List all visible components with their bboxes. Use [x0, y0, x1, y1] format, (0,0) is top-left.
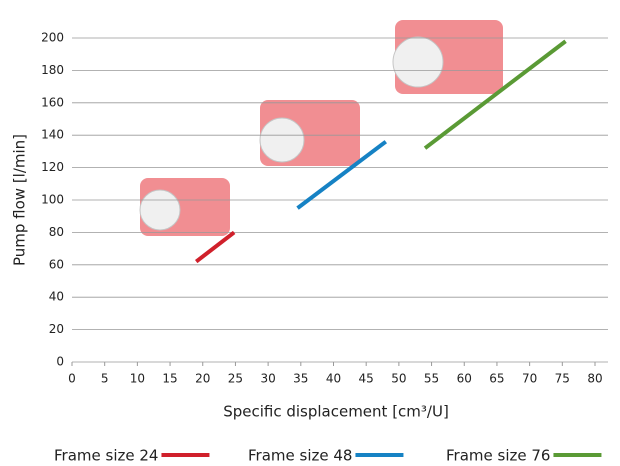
- y-tick-label: 0: [56, 355, 64, 369]
- y-tick-label: 140: [41, 128, 64, 142]
- pump-image: [260, 118, 304, 162]
- x-tick-label: 5: [101, 372, 109, 386]
- x-tick-label: 35: [293, 372, 308, 386]
- page: {"chart_data": {"type": "line", "x_label…: [0, 0, 620, 466]
- x-tick-label: 0: [68, 372, 76, 386]
- y-tick-label: 40: [49, 290, 64, 304]
- legend-label: Frame size 76: [446, 447, 550, 465]
- y-tick-label: 60: [49, 257, 64, 271]
- chart: Pump flow [l/min] Specific displacement …: [0, 0, 620, 466]
- y-tick-label: 20: [49, 322, 64, 336]
- legend-label: Frame size 24: [54, 447, 158, 465]
- x-tick-label: 15: [162, 372, 177, 386]
- x-tick-label: 40: [326, 372, 341, 386]
- x-tick-label: 70: [522, 372, 537, 386]
- y-tick-label: 100: [41, 193, 64, 207]
- pump-image: [140, 190, 180, 230]
- y-axis-label: Pump flow [l/min]: [11, 134, 29, 266]
- x-tick-label: 65: [489, 372, 504, 386]
- x-tick-label: 45: [359, 372, 374, 386]
- x-tick-label: 30: [260, 372, 275, 386]
- y-tick-label: 200: [41, 31, 64, 45]
- x-tick-label: 55: [424, 372, 439, 386]
- y-tick-label: 120: [41, 160, 64, 174]
- x-tick-label: 60: [457, 372, 472, 386]
- x-axis-label: Specific displacement [cm³/U]: [223, 403, 449, 421]
- x-tick-label: 50: [391, 372, 406, 386]
- y-tick-label: 180: [41, 63, 64, 77]
- x-tick-label: 75: [555, 372, 570, 386]
- x-tick-label: 25: [228, 372, 243, 386]
- x-tick-label: 80: [587, 372, 602, 386]
- series-line: [196, 232, 234, 261]
- x-tick-label: 10: [130, 372, 145, 386]
- y-tick-label: 80: [49, 225, 64, 239]
- y-tick-label: 160: [41, 95, 64, 109]
- pump-image: [393, 37, 443, 87]
- legend-label: Frame size 48: [248, 447, 352, 465]
- x-tick-label: 20: [195, 372, 210, 386]
